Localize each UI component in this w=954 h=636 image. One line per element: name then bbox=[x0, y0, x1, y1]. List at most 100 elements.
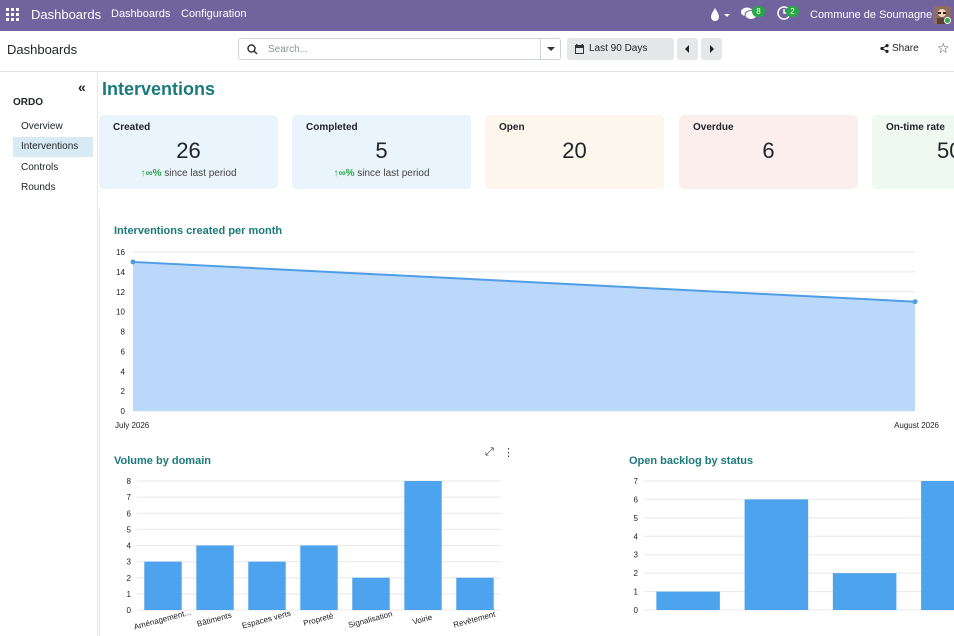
kpi-trend-text: since last period bbox=[164, 168, 237, 179]
company-switcher[interactable]: Commune de Soumagne bbox=[810, 9, 933, 21]
data-point bbox=[912, 299, 918, 305]
bar bbox=[456, 577, 494, 610]
menu-dashboards[interactable]: Dashboards bbox=[111, 8, 171, 20]
y-tick-label: 2 bbox=[127, 574, 132, 583]
kpi-card-open[interactable]: Open 20 bbox=[485, 115, 664, 189]
sidebar-item-controls[interactable]: Controls bbox=[21, 162, 59, 173]
kpi-label: Created bbox=[113, 122, 151, 133]
kpi-trend-up: ↑∞% bbox=[333, 168, 355, 179]
kpi-label: Overdue bbox=[693, 122, 734, 133]
search-input[interactable]: Search... bbox=[268, 44, 309, 55]
x-tick-label: Revêtement bbox=[452, 609, 497, 629]
dashboard-content: Interventions Created 26 ↑∞% since last … bbox=[99, 72, 954, 636]
menu-configuration[interactable]: Configuration bbox=[181, 8, 247, 20]
expand-icon[interactable]: ⤢ bbox=[485, 446, 494, 458]
x-tick-label: Aménagement... bbox=[133, 608, 192, 632]
chart-title-volume-by-domain: Volume by domain bbox=[114, 455, 211, 467]
y-tick-label: 8 bbox=[121, 328, 126, 337]
y-tick-label: 6 bbox=[121, 347, 126, 356]
y-tick-label: 2 bbox=[121, 387, 126, 396]
y-tick-label: 16 bbox=[116, 248, 125, 257]
caret-left-icon bbox=[685, 45, 689, 53]
y-tick-label: 3 bbox=[127, 558, 132, 567]
sidebar-group-title: ORDO bbox=[13, 97, 43, 108]
y-tick-label: 1 bbox=[127, 590, 132, 599]
drop-icon[interactable] bbox=[709, 5, 733, 28]
bar bbox=[921, 481, 954, 610]
breadcrumb: Dashboards bbox=[7, 42, 78, 57]
kpi-value: 20 bbox=[562, 138, 587, 163]
sidebar-item-rounds[interactable]: Rounds bbox=[21, 182, 56, 193]
app-name[interactable]: Dashboards bbox=[31, 7, 102, 22]
search-options-dropdown[interactable] bbox=[540, 39, 560, 59]
x-tick-label: Espaces verts bbox=[241, 609, 292, 631]
kpi-card-on-time-rate[interactable]: On-time rate 50 bbox=[872, 115, 954, 189]
y-tick-label: 7 bbox=[634, 477, 639, 486]
content-divider bbox=[99, 209, 100, 636]
x-tick-label: Propreté bbox=[302, 611, 334, 628]
y-tick-label: 2 bbox=[634, 569, 639, 578]
bar-chart-volume-by-domain[interactable]: 0 1 2 3 4 5 6 7 8 Aménagement... Bâtiments Espaces … bbox=[99, 474, 519, 636]
x-tick-label: Signalisation bbox=[347, 609, 393, 629]
chart-title-open-backlog: Open backlog by status bbox=[629, 455, 754, 467]
y-tick-label: 3 bbox=[634, 551, 639, 560]
search-bar[interactable]: Search... bbox=[238, 38, 561, 60]
page-title: Interventions bbox=[102, 79, 216, 99]
bar bbox=[656, 591, 720, 610]
y-tick-label: 14 bbox=[116, 268, 125, 277]
kpi-label: Completed bbox=[306, 122, 358, 133]
next-period-button[interactable] bbox=[701, 38, 722, 60]
dashboard-sidebar: « ORDO Overview Interventions Controls R… bbox=[0, 72, 98, 636]
calendar-icon bbox=[575, 44, 584, 54]
data-point bbox=[130, 259, 136, 265]
activities-badge: 2 bbox=[786, 6, 799, 17]
y-tick-label: 4 bbox=[127, 542, 132, 551]
y-tick-label: 5 bbox=[127, 525, 132, 534]
y-tick-label: 4 bbox=[121, 367, 126, 376]
x-tick-label: July 2026 bbox=[115, 421, 150, 430]
series-line bbox=[132, 260, 916, 303]
share-button[interactable]: Share bbox=[880, 43, 919, 54]
y-tick-label: 5 bbox=[634, 514, 639, 523]
more-options-icon[interactable]: ⋮ bbox=[503, 447, 514, 459]
top-navbar: Dashboards Dashboards Configuration 8 2 … bbox=[0, 0, 954, 31]
y-tick-label: 12 bbox=[116, 288, 125, 297]
bar bbox=[248, 561, 286, 610]
kpi-card-completed[interactable]: Completed 5 ↑∞% since last period bbox=[292, 115, 471, 189]
y-tick-label: 7 bbox=[127, 493, 132, 502]
bar bbox=[404, 481, 442, 610]
x-tick-label: Voirie bbox=[412, 613, 434, 627]
kpi-value: 5 bbox=[375, 138, 388, 163]
search-icon bbox=[247, 44, 258, 55]
sidebar-item-overview[interactable]: Overview bbox=[21, 121, 63, 132]
kpi-trend: ↑∞% since last period bbox=[306, 168, 457, 179]
kpi-card-overdue[interactable]: Overdue 6 bbox=[679, 115, 858, 189]
bar bbox=[196, 545, 234, 610]
y-tick-label: 8 bbox=[127, 477, 132, 486]
bar-chart-open-backlog-by-status[interactable]: 0 1 2 3 4 5 6 7 bbox=[609, 474, 954, 636]
sidebar-item-interventions[interactable]: Interventions bbox=[13, 137, 93, 157]
share-icon bbox=[880, 44, 889, 53]
y-tick-label: 6 bbox=[127, 509, 132, 518]
area-chart-interventions-per-month[interactable]: 0 2 4 6 8 10 12 14 16 July 2026 August 2026 bbox=[99, 244, 954, 434]
favorite-star-icon[interactable]: ☆ bbox=[937, 40, 950, 56]
x-tick-label: August 2026 bbox=[894, 421, 939, 430]
x-tick-label: Bâtiments bbox=[196, 611, 233, 629]
kpi-label: On-time rate bbox=[886, 122, 945, 133]
y-tick-label: 0 bbox=[121, 407, 126, 416]
kpi-value: 6 bbox=[762, 138, 775, 163]
user-avatar[interactable] bbox=[933, 6, 951, 24]
kpi-card-created[interactable]: Created 26 ↑∞% since last period bbox=[99, 115, 278, 189]
y-tick-label: 0 bbox=[127, 606, 132, 615]
bar bbox=[352, 577, 390, 610]
collapse-sidebar-icon[interactable]: « bbox=[78, 79, 86, 95]
kpi-trend-up: ↑∞% bbox=[140, 168, 162, 179]
area-fill bbox=[133, 261, 915, 411]
kpi-label: Open bbox=[499, 122, 525, 133]
date-filter-label: Last 90 Days bbox=[589, 43, 648, 54]
previous-period-button[interactable] bbox=[677, 38, 698, 60]
date-filter-button[interactable]: Last 90 Days bbox=[567, 38, 674, 60]
y-tick-label: 6 bbox=[634, 495, 639, 504]
apps-menu-icon[interactable] bbox=[6, 8, 19, 21]
kpi-trend: ↑∞% since last period bbox=[113, 168, 264, 179]
